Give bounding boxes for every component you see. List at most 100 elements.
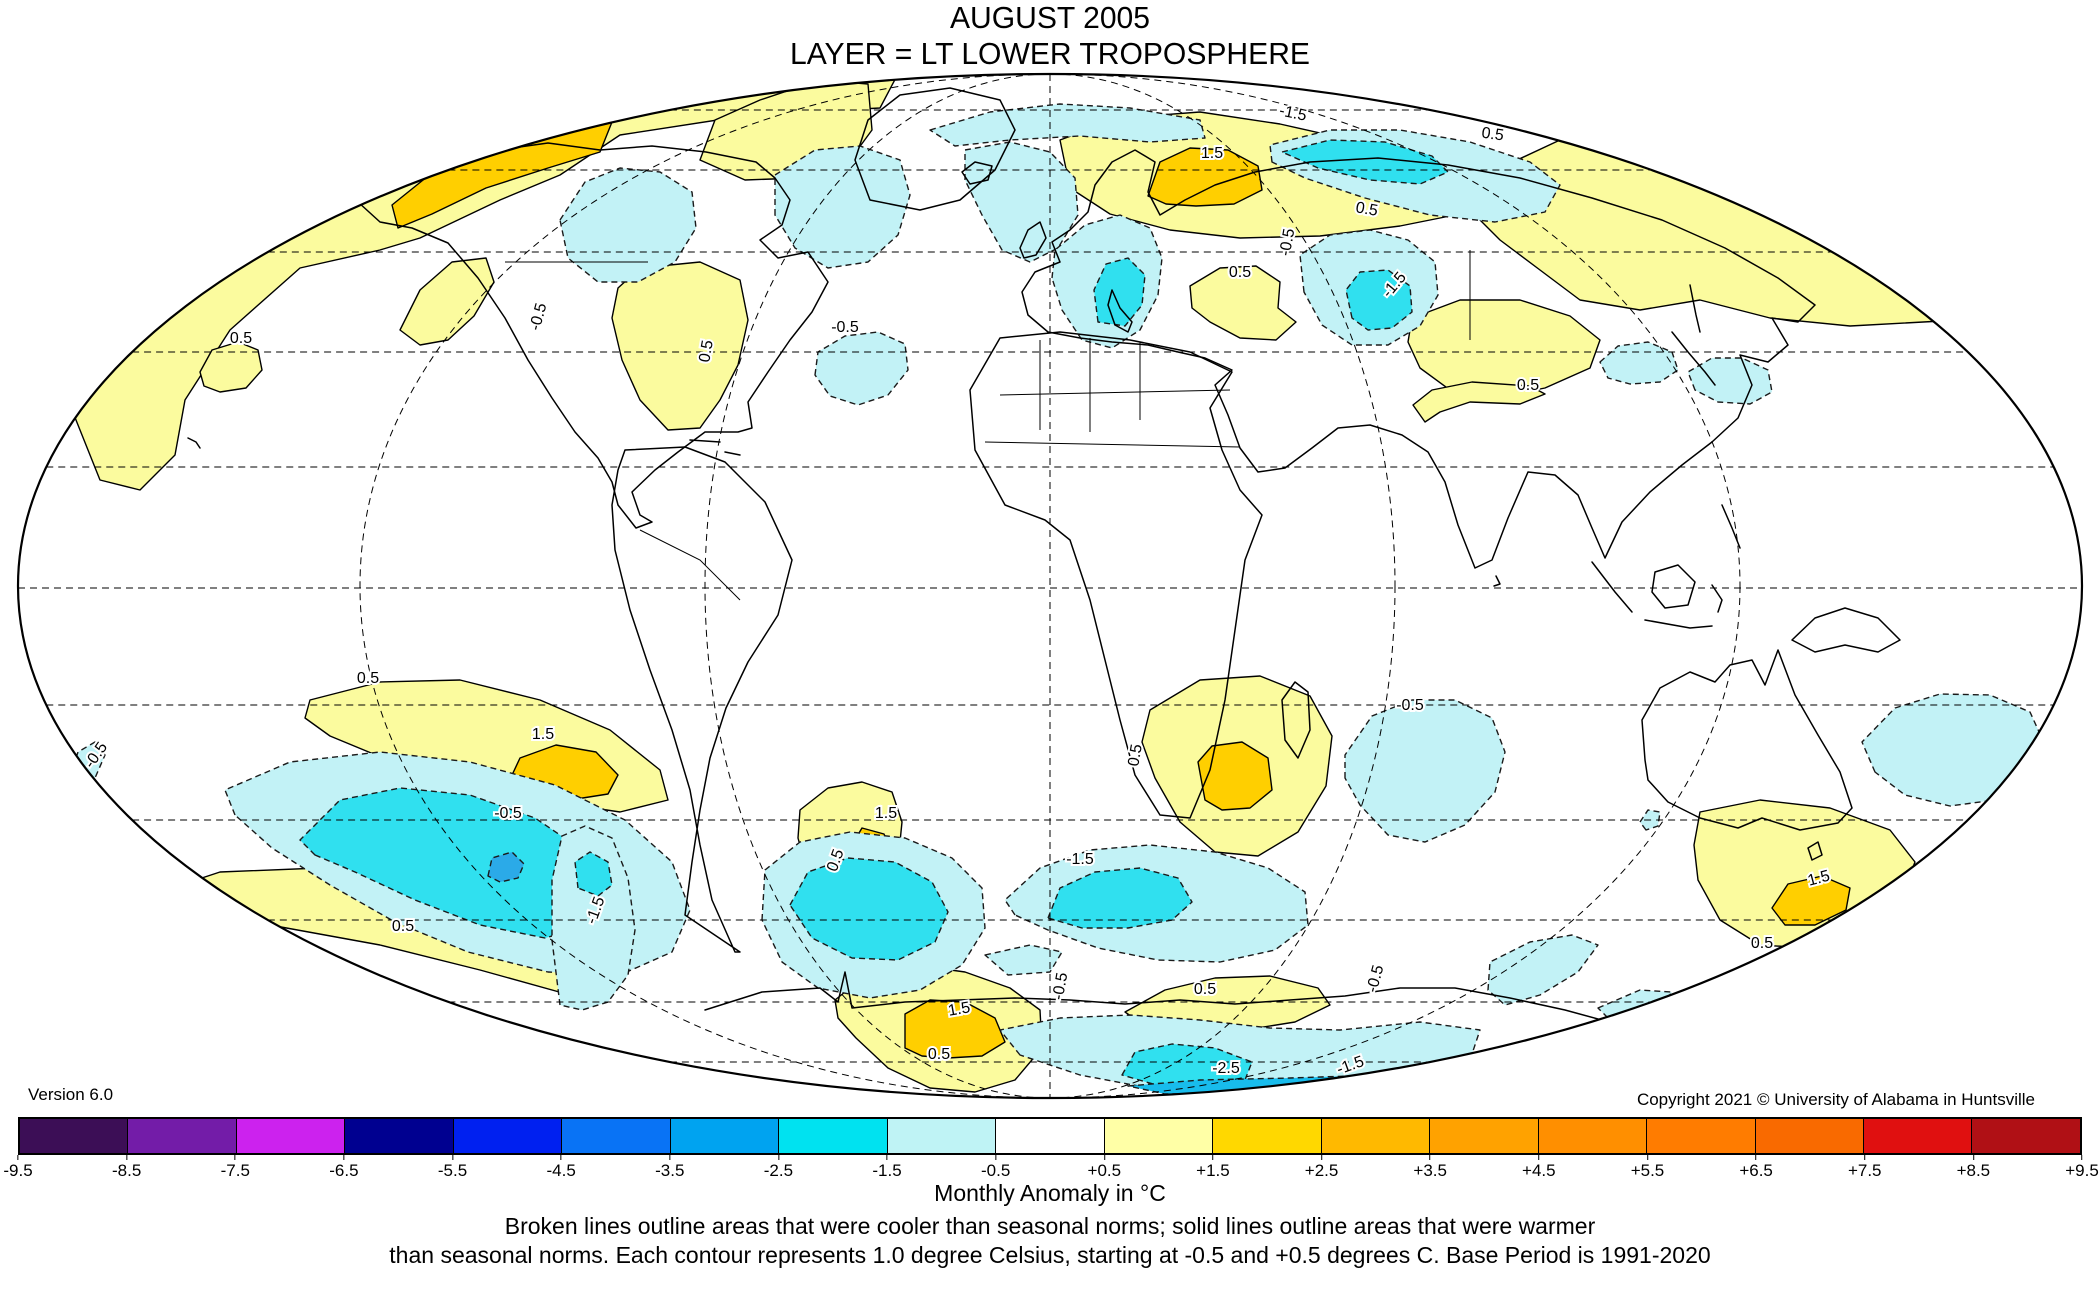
tick-mark [560, 1155, 562, 1160]
coastline-antarctica-east-coast [704, 971, 1711, 1056]
cool-region-antarctica-central-core [1121, 1043, 1253, 1089]
coastline-italy [1107, 289, 1133, 333]
coastline-tasmania [1807, 841, 1823, 861]
color-scale-axis-label: Monthly Anomaly in °C [934, 1180, 1166, 1206]
contour-label: 1.5 [532, 726, 554, 743]
coastline-eurasia [1021, 149, 1816, 569]
cool-region-hudson-labrador [774, 145, 911, 269]
cool-region-indian-ocean [1344, 699, 1506, 843]
color-scale-tick: +4.5 [1522, 1155, 1556, 1181]
tick-mark [777, 1155, 779, 1160]
warm-region-turkey-black-sea [1189, 265, 1297, 341]
tick-label: +0.5 [1087, 1161, 1122, 1180]
meridian-line [359, 74, 1741, 1098]
cool-region-argentina-coast [551, 825, 636, 1011]
copyright-label: Copyright 2021 © University of Alabama i… [1636, 1090, 2035, 1109]
tick-mark [669, 1155, 671, 1160]
contour-label: -0.5 [1396, 697, 1424, 714]
warm-region-himalaya [1412, 381, 1546, 423]
tick-label: -7.5 [220, 1161, 250, 1180]
tick-label: +6.5 [1739, 1161, 1773, 1180]
contour-label: 0.5 [928, 1046, 950, 1063]
color-scale-segment [1430, 1119, 1539, 1153]
tick-mark [17, 1155, 19, 1160]
contour-label: 0.5 [357, 670, 379, 687]
coastline-new-guinea [1791, 607, 1901, 653]
contour-label: -0.5 [494, 805, 522, 822]
color-scale-segment [887, 1119, 997, 1153]
contour-label: 0.5 [1125, 743, 1146, 768]
color-scale-segment [20, 1119, 129, 1153]
contour-label: 0.5 [392, 918, 414, 935]
warm-region-southern-africa-core [1197, 741, 1273, 811]
tick-label: +3.5 [1413, 1161, 1447, 1180]
tick-label: -5.5 [437, 1161, 468, 1180]
tick-mark [452, 1155, 454, 1160]
color-scale-tick: +2.5 [1304, 1155, 1339, 1181]
warm-region-middle-east [1407, 299, 1601, 399]
warm-region-siberia [1469, 139, 1961, 327]
tick-mark [1538, 1155, 1540, 1160]
title-month: AUGUST 2005 [949, 0, 1151, 35]
color-scale-tick: +0.5 [1087, 1155, 1122, 1181]
tick-label: -6.5 [329, 1161, 359, 1180]
contour-label: 1.5 [875, 805, 897, 822]
meridian-line [704, 74, 1396, 1098]
contour-label: -0.5 [831, 319, 859, 336]
contour-label: 0.5 [230, 330, 252, 347]
graticule [18, 74, 2082, 1098]
color-scale-segment [1538, 1119, 1648, 1153]
contour-label: -0.5 [1050, 971, 1072, 1001]
tick-mark [1864, 1155, 1866, 1160]
warm-region-north-pacific [199, 341, 263, 393]
color-scale-segment [236, 1119, 346, 1153]
color-scale-tick: -2.5 [764, 1155, 793, 1181]
warm-region-novaya-core [1147, 147, 1263, 207]
coastline-south-america [611, 446, 793, 953]
tick-mark [1646, 1155, 1648, 1160]
cool-region-east-china-1 [1599, 341, 1679, 385]
coastline-new-zealand-south [1894, 901, 1913, 913]
color-scale-segment [996, 1119, 1105, 1153]
color-scale-tick: +8.5 [1957, 1155, 1990, 1181]
color-scale-tick: -5.5 [438, 1155, 467, 1181]
color-scale-tick: -4.5 [547, 1155, 576, 1181]
coastline-united-kingdom [1019, 221, 1047, 259]
contour-label: -1.5 [1066, 851, 1094, 868]
tick-label: +7.5 [1847, 1161, 1882, 1180]
coastline-north-america [357, 142, 829, 529]
cool-region-coral-sea [1861, 693, 2046, 807]
cool-region-antarctica-west [289, 1017, 641, 1093]
cool-region-siberia-diagonal-core [1281, 139, 1449, 185]
color-scale-tick: -7.5 [221, 1155, 250, 1181]
color-scale-tick: +3.5 [1413, 1155, 1447, 1181]
color-scale-tick: -1.5 [872, 1155, 902, 1181]
tick-mark [886, 1155, 888, 1160]
color-scale-segment [128, 1119, 237, 1153]
tick-label: +1.5 [1196, 1161, 1230, 1180]
coastline-africa [969, 331, 1263, 819]
coastline-japan [1671, 331, 1716, 386]
color-scale-tick: +9.5 [2065, 1155, 2099, 1181]
contour-label: 1.5 [1201, 145, 1223, 162]
tick-label: -4.5 [546, 1161, 576, 1180]
warm-region-us-west-coast [399, 257, 495, 346]
tick-label: +5.5 [1630, 1161, 1665, 1180]
cool-region-antarctica-central [999, 1014, 1481, 1093]
color-scale-tick: -0.5 [981, 1155, 1010, 1181]
coastline-borneo [1651, 564, 1696, 609]
tick-label: -3.5 [655, 1161, 685, 1180]
tick-label: -9.5 [3, 1161, 33, 1180]
warm-region-south-of-australia-core [1771, 875, 1851, 926]
cool-region-south-of-africa-core [1047, 867, 1193, 929]
color-scale-segment [1104, 1119, 1214, 1153]
coastline-cuba [689, 439, 721, 443]
tick-mark [2081, 1155, 2083, 1160]
color-scale-tick: -8.5 [112, 1155, 141, 1181]
tick-mark [234, 1155, 236, 1160]
cool-region-caspian-core [1345, 269, 1413, 331]
color-scale-segment [1863, 1119, 1973, 1153]
contour-label: -0.5 [1277, 227, 1299, 257]
tick-label: -0.5 [981, 1161, 1011, 1180]
tick-label: +2.5 [1304, 1161, 1339, 1180]
